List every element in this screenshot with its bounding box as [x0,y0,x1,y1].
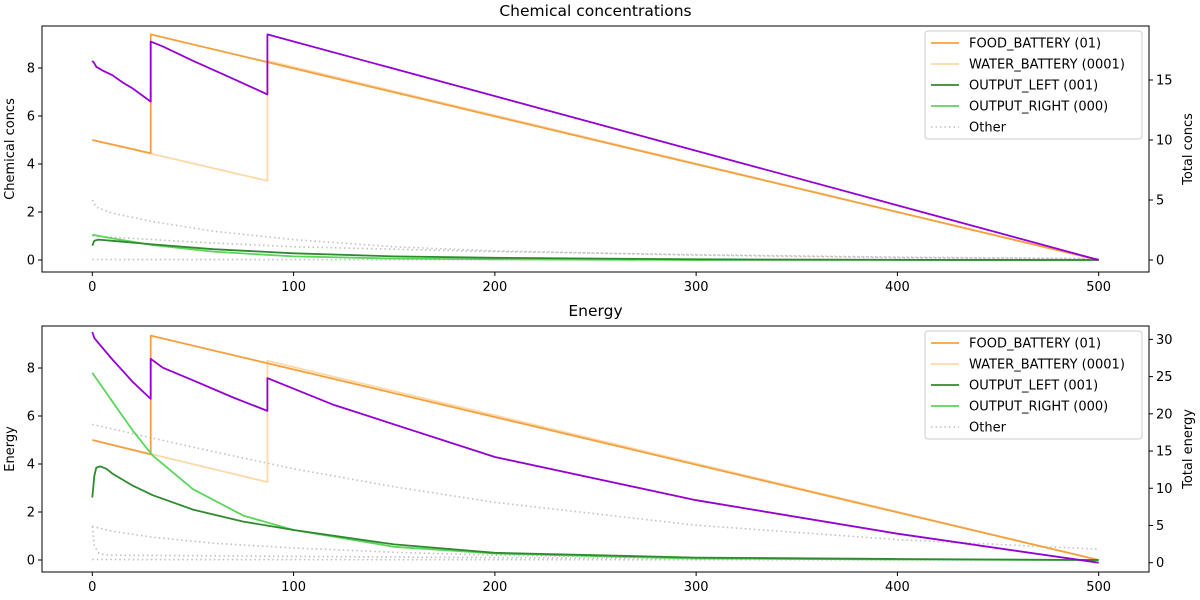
y2-tick-label: 15 [1156,445,1173,460]
panel-0-legend: FOOD_BATTERY (01) WATER_BATTERY (0001) OUT… [924,30,1143,140]
panel-0-y2label: Total concs [1181,113,1196,186]
y2-tick-label: 15 [1156,74,1173,89]
y-tick-label: 2 [27,206,35,221]
y-tick-label: 8 [27,362,35,377]
x-tick-label: 300 [684,280,709,295]
panel-1-ticks: 0 100 200 300 400 500 0 2 4 6 8 0 5 10 15 20 25 30 [27,333,1173,595]
legend-label: OUTPUT_LEFT (001) [969,79,1098,94]
x-tick-label: 100 [281,280,306,295]
panel-1-axes-frame [41,325,1150,573]
series-line-total-8 [91,331,1099,564]
panel-0-series [91,33,1099,261]
series-line-other-1 [92,525,1099,561]
series-line-right-6 [91,372,1099,561]
y-tick-label: 6 [27,110,35,125]
panel-1-ylabel: Energy [3,426,18,472]
x-tick-label: 500 [1086,280,1111,295]
legend-box [924,330,1143,440]
series-line-left-6 [91,238,1099,261]
panel-0-title: Chemical concentrations [499,2,691,20]
legend-label: WATER_BATTERY (0001) [969,358,1125,373]
panel-chemical-concentrations: 0 100 200 300 400 500 0 2 4 6 8 0 5 10 15 Chemical con… [3,2,1196,295]
legend-label: Other [969,421,1007,436]
y-tick-label: 8 [27,62,35,77]
y-tick-label: 6 [27,410,35,425]
legend-label: OUTPUT_RIGHT (000) [969,100,1108,115]
y2-tick-label: 25 [1156,370,1173,385]
y-tick-label: 0 [27,254,35,269]
legend-box [924,30,1143,140]
panel-0-ticks: 0 100 200 300 400 500 0 2 4 6 8 0 5 10 15 [27,62,1173,296]
series-line-total-7 [91,33,1099,261]
series-line-water-4 [92,359,1099,561]
x-tick-label: 200 [482,580,507,595]
legend-label: FOOD_BATTERY (01) [969,337,1101,352]
y2-tick-label: 20 [1156,407,1173,422]
legend-label: FOOD_BATTERY (01) [969,37,1101,52]
legend-label: OUTPUT_LEFT (001) [969,379,1098,394]
series-line-other-1 [92,235,1099,260]
x-tick-label: 200 [482,280,507,295]
y-tick-label: 4 [27,158,35,173]
panel-0-axes-frame [41,25,1150,273]
y2-tick-label: 10 [1156,134,1173,149]
x-tick-label: 500 [1086,580,1111,595]
panel-1-legend: FOOD_BATTERY (01) WATER_BATTERY (0001) OUT… [924,330,1143,440]
x-tick-label: 100 [281,580,306,595]
legend-label: WATER_BATTERY (0001) [969,58,1125,73]
x-tick-label: 0 [88,580,96,595]
panel-energy: 0 100 200 300 400 500 0 2 4 6 8 0 5 10 15 20 25 30 Energy… [3,302,1196,595]
y2-tick-label: 30 [1156,333,1173,348]
x-tick-label: 400 [885,580,910,595]
x-tick-label: 400 [885,280,910,295]
y2-tick-label: 0 [1156,254,1164,269]
series-line-other-2 [91,526,1099,561]
series-line-other-0 [92,423,1099,550]
y-tick-label: 2 [27,506,35,521]
x-tick-label: 300 [684,580,709,595]
panel-0-ylabel: Chemical concs [3,98,18,200]
panel-1-title: Energy [568,302,622,320]
y2-tick-label: 5 [1156,519,1164,534]
legend-label: OUTPUT_RIGHT (000) [969,400,1108,415]
series-line-left-7 [91,465,1099,561]
panel-1-series [91,331,1099,564]
legend-label: Other [969,121,1007,136]
y-tick-label: 4 [27,458,35,473]
series-line-right-5 [92,233,1099,261]
series-line-other-3 [92,558,1099,561]
series-line-other-2 [92,258,1099,261]
y2-tick-label: 5 [1156,194,1164,209]
y2-tick-label: 10 [1156,482,1173,497]
x-tick-label: 0 [88,280,96,295]
y2-tick-label: 0 [1156,556,1164,571]
panel-1-y2label: Total energy [1181,409,1196,490]
y-tick-label: 0 [27,554,35,569]
